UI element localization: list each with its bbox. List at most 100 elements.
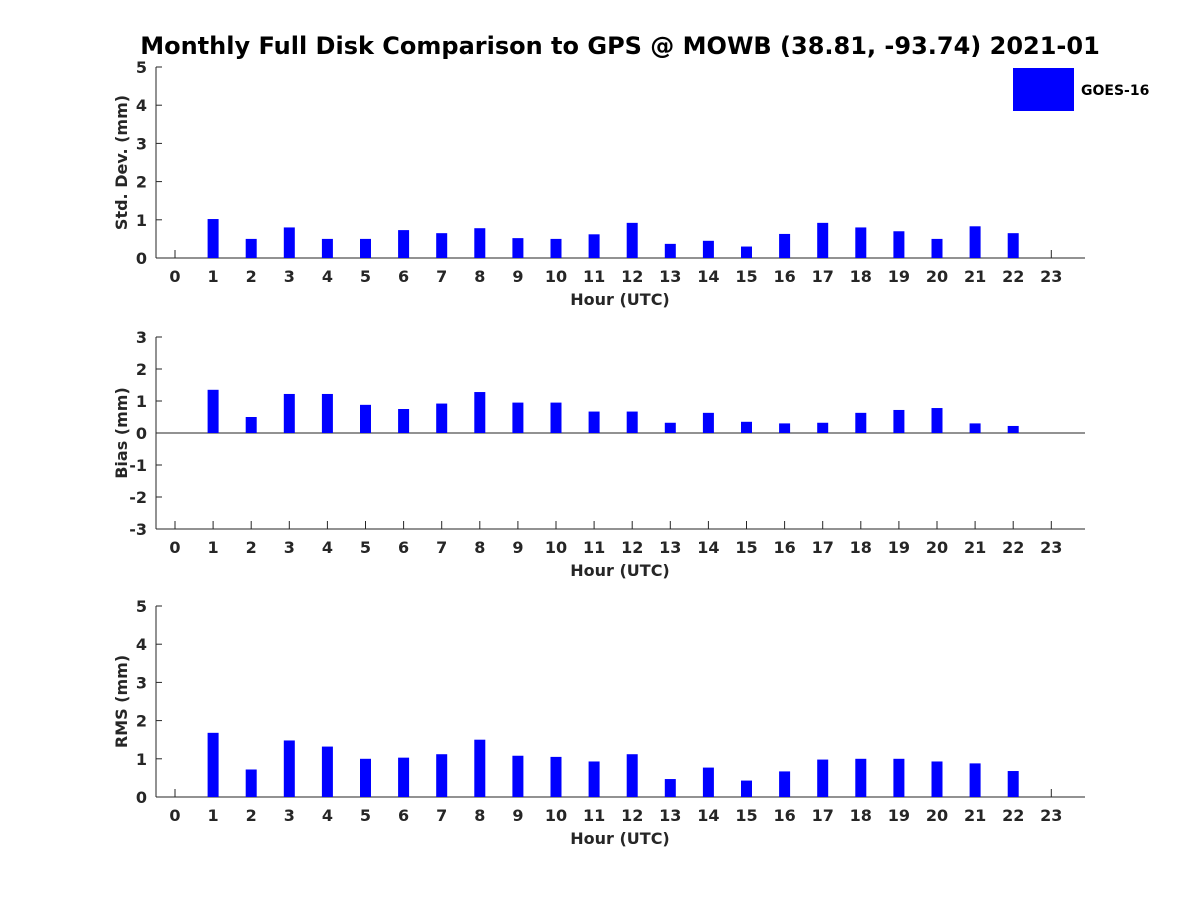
bar-hour-22 <box>1007 425 1019 433</box>
x-tick-label: 16 <box>773 538 795 557</box>
bar-hour-1 <box>207 389 219 433</box>
y-tick-label: 5 <box>136 597 147 616</box>
x-tick-label: 7 <box>436 267 447 286</box>
x-tick-label: 15 <box>735 538 757 557</box>
x-tick-label: 16 <box>773 267 795 286</box>
bar-hour-11 <box>588 234 600 258</box>
x-tick-label: 4 <box>322 267 333 286</box>
bar-hour-3 <box>283 393 295 433</box>
x-tick-label: 1 <box>208 538 219 557</box>
x-tick-label: 18 <box>850 538 872 557</box>
x-tick-label: 6 <box>398 806 409 825</box>
x-tick-label: 9 <box>512 806 523 825</box>
y-tick-label: -2 <box>129 488 147 507</box>
y-tick-label: 3 <box>136 328 147 347</box>
bar-hour-15 <box>741 780 752 797</box>
x-tick-label: 8 <box>474 538 485 557</box>
bar-hour-10 <box>550 402 562 433</box>
y-tick-label: 5 <box>136 58 147 77</box>
x-axis-label: Hour (UTC) <box>570 561 670 580</box>
x-tick-label: 7 <box>436 806 447 825</box>
x-axis-label: Hour (UTC) <box>570 829 670 848</box>
bar-hour-20 <box>931 408 943 433</box>
y-tick-label: 0 <box>136 249 147 268</box>
bar-hour-10 <box>550 756 562 797</box>
x-tick-label: 14 <box>697 538 719 557</box>
bar-hour-1 <box>207 732 219 797</box>
bar-hour-16 <box>779 771 791 797</box>
bar-hour-4 <box>321 393 333 433</box>
bar-hour-3 <box>283 227 295 258</box>
bar-hour-5 <box>360 758 371 797</box>
bar-hour-20 <box>931 761 943 797</box>
x-tick-label: 5 <box>360 267 371 286</box>
x-tick-label: 21 <box>964 806 986 825</box>
bar-hour-8 <box>474 228 486 258</box>
y-tick-label: 3 <box>136 673 147 692</box>
bar-hour-11 <box>588 411 600 433</box>
bar-hour-1 <box>207 219 219 258</box>
x-tick-label: 11 <box>583 806 605 825</box>
y-tick-label: 4 <box>136 635 147 654</box>
x-tick-label: 9 <box>512 267 523 286</box>
bar-hour-21 <box>969 763 981 797</box>
x-tick-label: 5 <box>360 538 371 557</box>
bar-hour-19 <box>893 231 905 258</box>
bar-hour-13 <box>664 779 676 797</box>
y-axis-label: Std. Dev. (mm) <box>112 95 131 230</box>
y-axis-label: RMS (mm) <box>112 655 131 748</box>
x-tick-label: 8 <box>474 806 485 825</box>
bar-hour-18 <box>855 412 867 433</box>
x-tick-label: 15 <box>735 267 757 286</box>
bar-hour-2 <box>245 238 257 258</box>
y-tick-label: 1 <box>136 392 147 411</box>
legend: GOES-16 <box>1013 68 1149 111</box>
bar-hour-16 <box>779 233 791 258</box>
x-tick-label: 12 <box>621 806 643 825</box>
x-tick-label: 16 <box>773 806 795 825</box>
bar-hour-7 <box>436 754 448 797</box>
x-tick-label: 18 <box>850 806 872 825</box>
x-tick-label: 0 <box>169 806 180 825</box>
x-tick-label: 21 <box>964 267 986 286</box>
bar-hour-14 <box>702 240 714 258</box>
bar-hour-8 <box>474 392 486 433</box>
bar-hour-4 <box>321 238 333 258</box>
x-tick-label: 1 <box>208 806 219 825</box>
bar-hour-3 <box>283 740 295 797</box>
x-tick-label: 22 <box>1002 267 1024 286</box>
x-tick-label: 10 <box>545 267 567 286</box>
x-tick-label: 21 <box>964 538 986 557</box>
bar-hour-21 <box>969 423 981 433</box>
bar-hour-17 <box>817 422 829 433</box>
x-tick-label: 19 <box>888 806 910 825</box>
x-tick-label: 13 <box>659 538 681 557</box>
x-axis-label: Hour (UTC) <box>570 290 670 309</box>
bar-hour-9 <box>512 238 524 258</box>
bar-hour-2 <box>245 417 257 433</box>
bar-hour-19 <box>893 409 905 433</box>
bar-hour-17 <box>817 222 829 258</box>
y-tick-label: 0 <box>136 424 147 443</box>
bar-hour-12 <box>626 754 638 797</box>
x-tick-label: 5 <box>360 806 371 825</box>
y-tick-label: -3 <box>129 520 147 539</box>
bar-hour-16 <box>779 423 791 433</box>
bar-hour-18 <box>855 227 867 258</box>
bar-hour-6 <box>398 757 410 797</box>
x-tick-label: 3 <box>284 267 295 286</box>
y-axis-label: Bias (mm) <box>112 387 131 479</box>
legend-swatch <box>1013 68 1074 111</box>
x-tick-label: 8 <box>474 267 485 286</box>
x-tick-label: 23 <box>1040 806 1062 825</box>
x-tick-label: 11 <box>583 538 605 557</box>
bar-hour-6 <box>398 409 410 433</box>
x-tick-label: 2 <box>246 267 257 286</box>
y-tick-label: 0 <box>136 788 147 807</box>
bar-hour-14 <box>702 767 714 797</box>
x-tick-label: 19 <box>888 538 910 557</box>
